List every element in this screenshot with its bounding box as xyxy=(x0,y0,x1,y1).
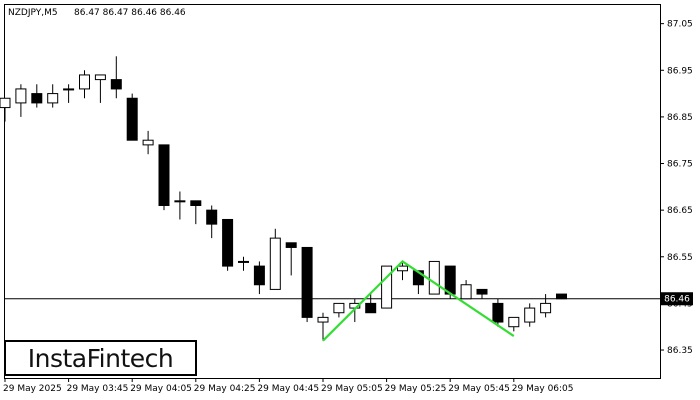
candle xyxy=(508,316,520,332)
y-tick-label: 86.85 xyxy=(667,113,693,123)
candle xyxy=(79,70,90,99)
candle xyxy=(238,256,249,271)
candle xyxy=(460,280,472,300)
candle-body-bearish xyxy=(31,93,43,104)
candle xyxy=(476,288,488,299)
candle xyxy=(110,56,122,99)
candle xyxy=(285,242,297,276)
candle xyxy=(428,260,440,295)
current-price-tag-bg xyxy=(661,292,693,306)
chart-ohlc: 86.47 86.47 86.46 86.46 xyxy=(74,8,186,18)
candle-body-bearish xyxy=(556,293,567,300)
candle-body-bearish xyxy=(158,144,170,206)
candle xyxy=(492,298,504,327)
candle-body-bearish xyxy=(285,242,297,248)
candle-body-bearish xyxy=(110,79,122,90)
candle xyxy=(301,246,313,323)
candle xyxy=(15,84,27,117)
candle xyxy=(31,84,43,108)
x-tick-label: 29 May 04:05 xyxy=(130,384,192,394)
candle xyxy=(269,228,281,290)
candle xyxy=(381,265,393,309)
candle xyxy=(206,205,218,239)
candle xyxy=(222,218,234,271)
candle-body-bullish xyxy=(540,302,552,314)
y-tick-label: 86.75 xyxy=(667,160,693,170)
x-tick-label: 29 May 06:05 xyxy=(512,384,574,394)
candle-body-bullish xyxy=(333,302,345,314)
candle xyxy=(365,294,377,314)
candles xyxy=(0,56,567,341)
candle-body-bearish xyxy=(206,209,218,225)
x-tick-label: 29 May 05:25 xyxy=(385,384,447,394)
candle-body-bullish xyxy=(524,307,536,323)
candle xyxy=(317,312,329,341)
candle-body-bearish xyxy=(126,97,138,141)
candle xyxy=(126,93,138,141)
y-tick-label: 86.55 xyxy=(667,253,693,263)
x-tick-label: 29 May 05:05 xyxy=(321,384,383,394)
y-tick-label: 86.95 xyxy=(667,66,693,76)
candle-body-bearish xyxy=(476,288,488,295)
candle-body-bullish xyxy=(428,260,440,295)
candle xyxy=(253,261,265,295)
chart-symbol: NZDJPY,M5 xyxy=(8,8,58,18)
y-tick-label: 86.65 xyxy=(667,206,693,216)
candle-body-bullish xyxy=(269,237,281,290)
current-price-tag: 86.46 xyxy=(661,292,693,306)
double-bottom-pattern-line xyxy=(322,260,515,342)
candle xyxy=(556,293,567,300)
candle-body-bearish xyxy=(253,265,265,286)
candle xyxy=(412,270,424,295)
candle-body-bearish xyxy=(412,270,424,286)
candle-body-bullish xyxy=(79,74,90,90)
candle-body-bullish xyxy=(174,200,186,203)
candle xyxy=(0,97,11,122)
x-tick-label: 29 May 03:45 xyxy=(67,384,129,394)
candle xyxy=(540,294,552,318)
candle-body-bullish xyxy=(317,316,329,323)
x-tick-label: 29 May 05:45 xyxy=(448,384,510,394)
candle xyxy=(158,144,170,211)
instafintech-logo: InstaFintech xyxy=(4,340,197,376)
y-tick-label: 87.05 xyxy=(667,20,693,30)
candle-body-bullish xyxy=(63,88,75,91)
candle-body-bearish xyxy=(301,246,313,318)
candle xyxy=(63,84,75,103)
candle-body-bullish xyxy=(94,74,106,81)
candle xyxy=(94,74,106,103)
candle xyxy=(397,261,408,281)
candle-body-bullish xyxy=(0,97,11,109)
candle-body-bullish xyxy=(460,284,472,300)
candle xyxy=(190,200,202,225)
candle xyxy=(524,303,536,327)
candle-body-bullish xyxy=(508,316,520,328)
x-tick-label: 29 May 2025 xyxy=(3,384,62,394)
candle-body-bullish xyxy=(142,139,154,146)
candle-body-bearish xyxy=(492,302,504,323)
candle-body-bearish xyxy=(365,302,377,314)
candle-body-bearish xyxy=(190,200,202,206)
x-axis: 29 May 2025 29 May 03:45 29 May 04:05 29 Ma… xyxy=(3,378,574,394)
candle-body-bullish xyxy=(15,88,27,104)
candle xyxy=(142,130,154,155)
candle xyxy=(174,191,186,220)
y-tick-label: 86.35 xyxy=(667,346,693,356)
x-tick-label: 29 May 04:25 xyxy=(194,384,256,394)
x-tick-label: 29 May 04:45 xyxy=(257,384,319,394)
candle-body-bullish xyxy=(47,93,59,104)
candle-body-bearish xyxy=(222,218,234,267)
candle-body-bullish xyxy=(381,265,393,309)
candle xyxy=(47,84,59,108)
candle-body-bullish xyxy=(238,260,249,263)
candle-body-bullish xyxy=(397,265,408,272)
current-price-label: 86.46 xyxy=(664,295,690,305)
candle xyxy=(333,302,345,318)
plot-frame xyxy=(4,4,661,379)
